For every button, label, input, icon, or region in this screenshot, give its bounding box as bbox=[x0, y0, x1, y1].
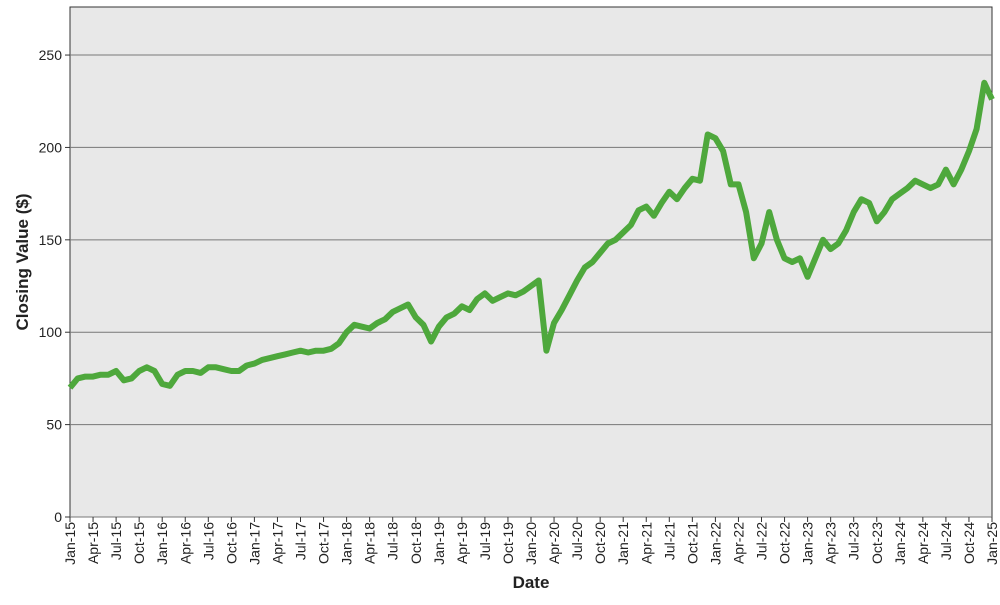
x-tick-label: Jan-20 bbox=[523, 522, 539, 565]
x-tick-label: Jan-22 bbox=[707, 522, 723, 565]
x-tick-label: Oct-18 bbox=[408, 522, 424, 564]
x-tick-label: Jul-17 bbox=[293, 522, 309, 560]
x-tick-label: Jan-15 bbox=[62, 522, 78, 565]
x-tick-label: Oct-19 bbox=[500, 522, 516, 564]
plot-area bbox=[69, 6, 993, 518]
x-tick-label: Oct-16 bbox=[223, 522, 239, 564]
x-tick-label: Jul-18 bbox=[385, 522, 401, 560]
x-tick-label: Oct-24 bbox=[961, 522, 977, 564]
x-tick-label: Oct-15 bbox=[131, 522, 147, 564]
y-tick-label: 250 bbox=[39, 47, 63, 63]
line-series bbox=[67, 79, 995, 390]
x-tick-label: Apr-24 bbox=[915, 522, 931, 564]
x-tick-label: Apr-17 bbox=[269, 522, 285, 564]
x-tick-label: Oct-22 bbox=[777, 522, 793, 564]
y-tick-label: 0 bbox=[54, 509, 62, 525]
x-tick-label: Apr-16 bbox=[177, 522, 193, 564]
x-tick-label: Apr-19 bbox=[454, 522, 470, 564]
x-tick-label: Jan-24 bbox=[892, 522, 908, 565]
x-tick-label: Jul-15 bbox=[108, 522, 124, 560]
x-tick-label: Oct-17 bbox=[316, 522, 332, 564]
x-tick-label: Apr-20 bbox=[546, 522, 562, 564]
x-tick-label: Jan-25 bbox=[984, 522, 1000, 565]
x-tick-label: Apr-15 bbox=[85, 522, 101, 564]
x-tick-label: Jul-21 bbox=[661, 522, 677, 560]
x-tick-label: Oct-20 bbox=[592, 522, 608, 564]
y-axis-title: Closing Value ($) bbox=[13, 194, 32, 331]
x-tick-label: Jul-24 bbox=[938, 522, 954, 560]
y-tick-label: 50 bbox=[46, 417, 62, 433]
x-tick-label: Apr-23 bbox=[823, 522, 839, 564]
x-axis-title: Date bbox=[513, 573, 550, 592]
x-tick-label: Apr-18 bbox=[362, 522, 378, 564]
y-tick-label: 100 bbox=[39, 324, 63, 340]
x-tick-label: Jul-23 bbox=[846, 522, 862, 560]
x-tick-label: Apr-21 bbox=[638, 522, 654, 564]
y-tick-label: 150 bbox=[39, 232, 63, 248]
x-tick-label: Jan-16 bbox=[154, 522, 170, 565]
x-tick-label: Oct-21 bbox=[684, 522, 700, 564]
x-tick-label: Jan-19 bbox=[431, 522, 447, 565]
x-tick-label: Jan-21 bbox=[615, 522, 631, 565]
x-tick-label: Jul-22 bbox=[754, 522, 770, 560]
x-tick-label: Jan-17 bbox=[246, 522, 262, 565]
x-tick-label: Oct-23 bbox=[869, 522, 885, 564]
x-tick-label: Jul-20 bbox=[569, 522, 585, 560]
x-tick-label: Apr-22 bbox=[730, 522, 746, 564]
x-tick-label: Jan-18 bbox=[339, 522, 355, 565]
x-tick-label: Jul-19 bbox=[477, 522, 493, 560]
x-tick-label: Jan-23 bbox=[800, 522, 816, 565]
x-tick-label: Jul-16 bbox=[200, 522, 216, 560]
y-tick-label: 200 bbox=[39, 139, 63, 155]
